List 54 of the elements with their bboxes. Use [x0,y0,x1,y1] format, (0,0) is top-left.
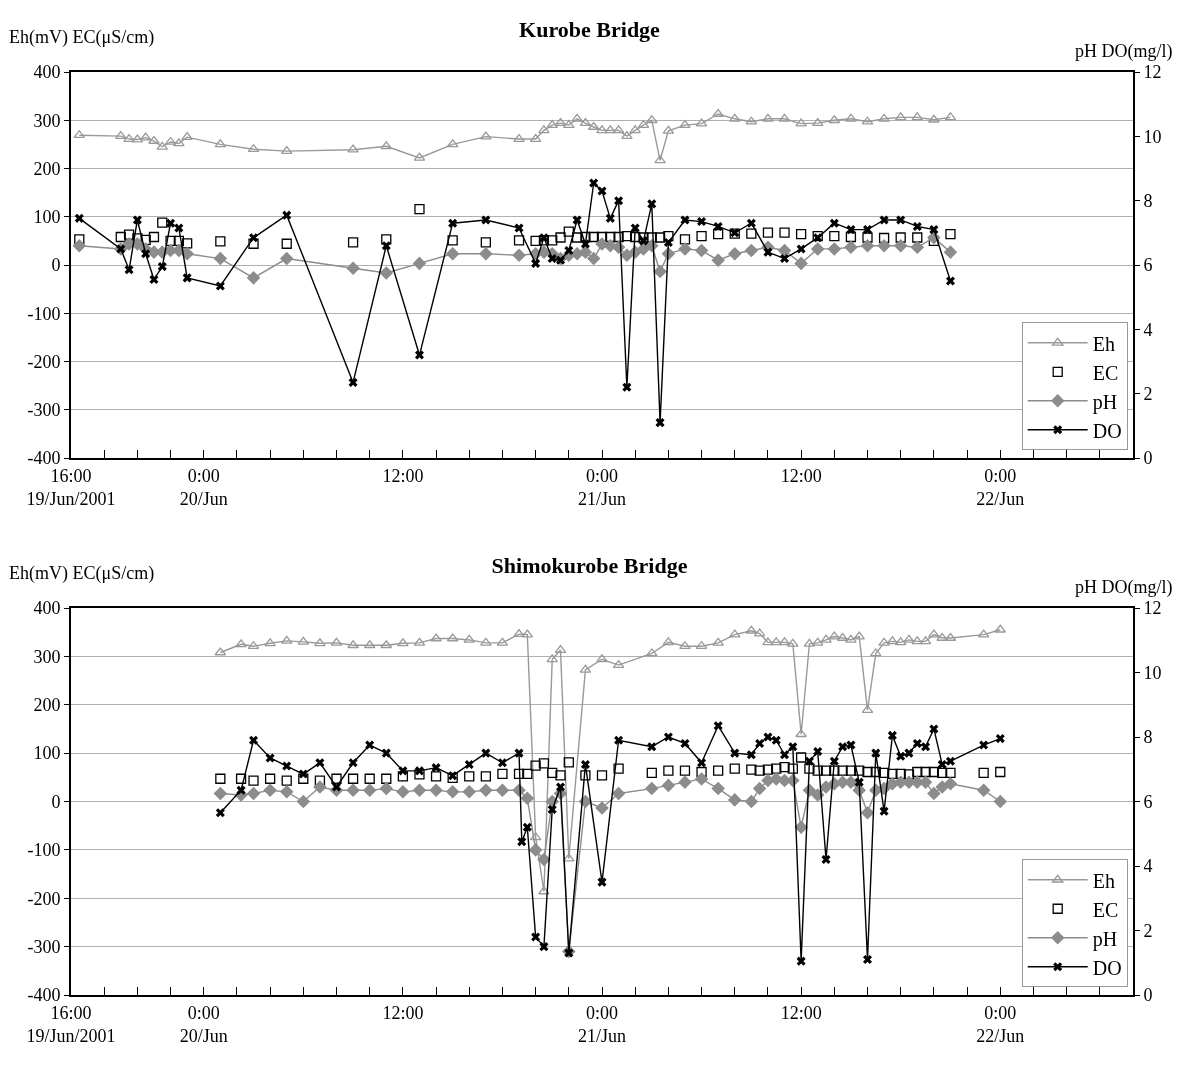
x-tick-label: 0:00 21/Jun [577,465,627,509]
legend-label: Eh [1092,869,1115,892]
y2-tick-label: 2 [1143,383,1153,404]
y-tick-label: 100 [33,743,61,764]
legend-label: pH [1092,390,1118,414]
legend-label: DO [1092,956,1122,979]
y-tick-label: 0 [51,255,61,276]
y2-tick-label: 6 [1143,255,1153,276]
y-tick-label: 100 [33,207,61,228]
y-axis-title: Eh(mV) EC(μS/cm) [9,27,155,48]
x-tick-label: 12:00 [780,1002,822,1023]
y-tick-label: 200 [33,158,61,179]
y-tick-label: -200 [27,888,61,909]
chart-title: Shimokurobe Bridge [491,553,688,579]
y-tick-label: 400 [33,62,61,83]
chart-title: Kurobe Bridge [519,17,661,43]
y2-tick-label: 2 [1143,920,1153,941]
y-tick-label: -300 [27,936,61,957]
legend-label: Eh [1092,332,1115,355]
x-tick-label: 0:00 22/Jun [976,1002,1025,1046]
y2-axis-title: pH DO(mg/l) [1075,577,1173,598]
y-tick-label: -200 [27,351,61,372]
y2-tick-label: 8 [1143,190,1153,211]
y2-tick-label: 10 [1143,126,1162,147]
y2-tick-label: 0 [1143,985,1153,1006]
y2-tick-label: 4 [1143,856,1153,877]
y-tick-label: 300 [33,646,61,667]
x-tick-label: 12:00 [382,465,424,486]
x-tick-label: 0:00 20/Jun [179,1002,228,1046]
y-tick-label: 0 [51,791,61,812]
x-tick-label: 0:00 22/Jun [976,465,1025,509]
y2-tick-label: 0 [1143,448,1153,469]
y2-tick-label: 8 [1143,727,1153,748]
y2-tick-label: 4 [1143,319,1153,340]
y2-tick-label: 10 [1143,662,1162,683]
legend-label: EC [1092,361,1119,384]
x-tick-label: 0:00 20/Jun [179,465,228,509]
y-axis-title: Eh(mV) EC(μS/cm) [9,563,155,584]
y-tick-label: 400 [33,598,61,619]
y2-axis-title: pH DO(mg/l) [1075,41,1173,62]
x-tick-label: 12:00 [780,465,822,486]
x-tick-label: 12:00 [382,1002,424,1023]
y2-tick-label: 12 [1143,598,1162,619]
y2-tick-label: 12 [1143,62,1162,83]
y-tick-label: -100 [27,303,61,324]
x-tick-label: 0:00 21/Jun [577,1002,627,1046]
y-tick-label: -100 [27,840,61,861]
y2-tick-label: 6 [1143,791,1153,812]
y-tick-label: -300 [27,400,61,421]
legend-label: DO [1092,419,1122,442]
legend-label: EC [1092,898,1119,921]
y-tick-label: 200 [33,695,61,716]
legend-label: pH [1092,927,1118,951]
y-tick-label: 300 [33,110,61,131]
